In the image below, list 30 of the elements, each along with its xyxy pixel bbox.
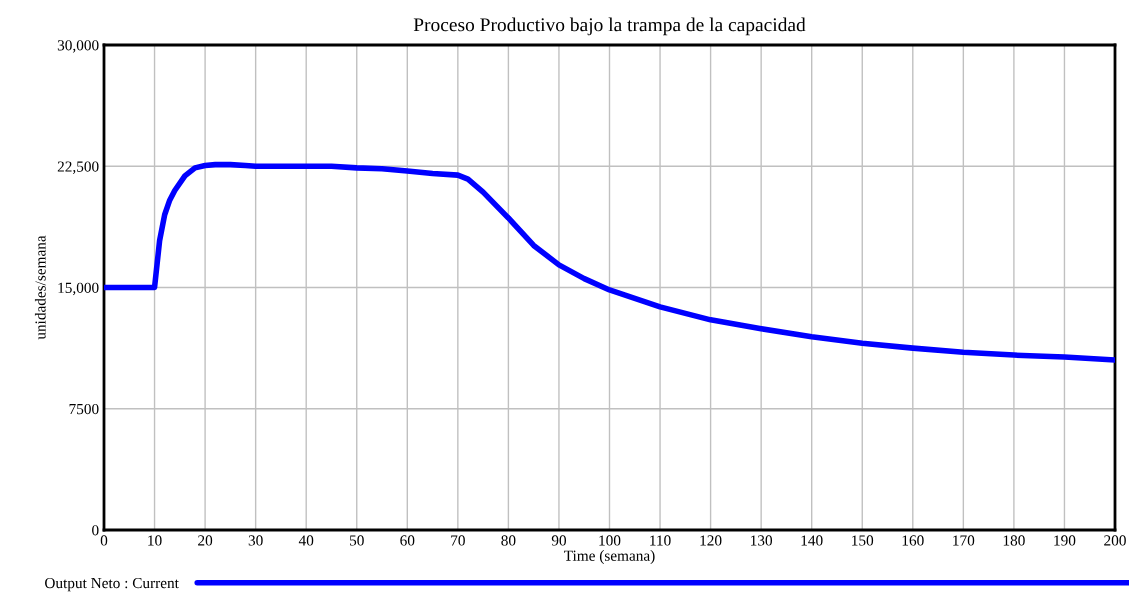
x-tick-label: 10 (148, 535, 162, 546)
x-tick-label: 40 (298, 535, 314, 546)
x-axis-title: Time (semana) (564, 550, 655, 564)
y-tick-label: 22,500 (57, 161, 99, 174)
x-tick-label: 20 (198, 535, 213, 546)
x-tick-label: 50 (350, 535, 364, 546)
x-tick-label: 130 (751, 535, 773, 546)
x-tick-label: 170 (953, 535, 975, 546)
x-tick-label: 120 (700, 535, 722, 546)
x-tick-label: 80 (501, 535, 516, 546)
x-tick-label: 90 (551, 535, 567, 546)
y-tick-label: 7500 (69, 403, 99, 415)
x-tick-label: 200 (1104, 535, 1126, 546)
y-axis-title: unidades/semana (34, 235, 46, 340)
x-tick-label: 60 (400, 535, 415, 546)
x-tick-label: 110 (650, 535, 671, 546)
x-tick-label: 150 (852, 535, 874, 546)
y-tick-label: 0 (92, 525, 99, 536)
y-tick-label: 30,000 (57, 40, 99, 53)
chart-title: Proceso Productivo bajo la trampa de la capacidad (413, 17, 806, 36)
x-tick-label: 160 (902, 535, 924, 546)
x-tick-label: 30 (248, 535, 263, 546)
x-tick-label: 190 (1054, 535, 1076, 546)
x-tick-label: 0 (100, 535, 108, 546)
x-tick-label: 70 (451, 535, 465, 546)
x-tick-label: 140 (801, 535, 823, 546)
x-tick-label: 100 (599, 535, 621, 546)
y-tick-label: 15,000 (58, 282, 99, 296)
x-tick-label: 180 (1003, 535, 1025, 546)
text: Output Neto : Current (45, 577, 179, 592)
